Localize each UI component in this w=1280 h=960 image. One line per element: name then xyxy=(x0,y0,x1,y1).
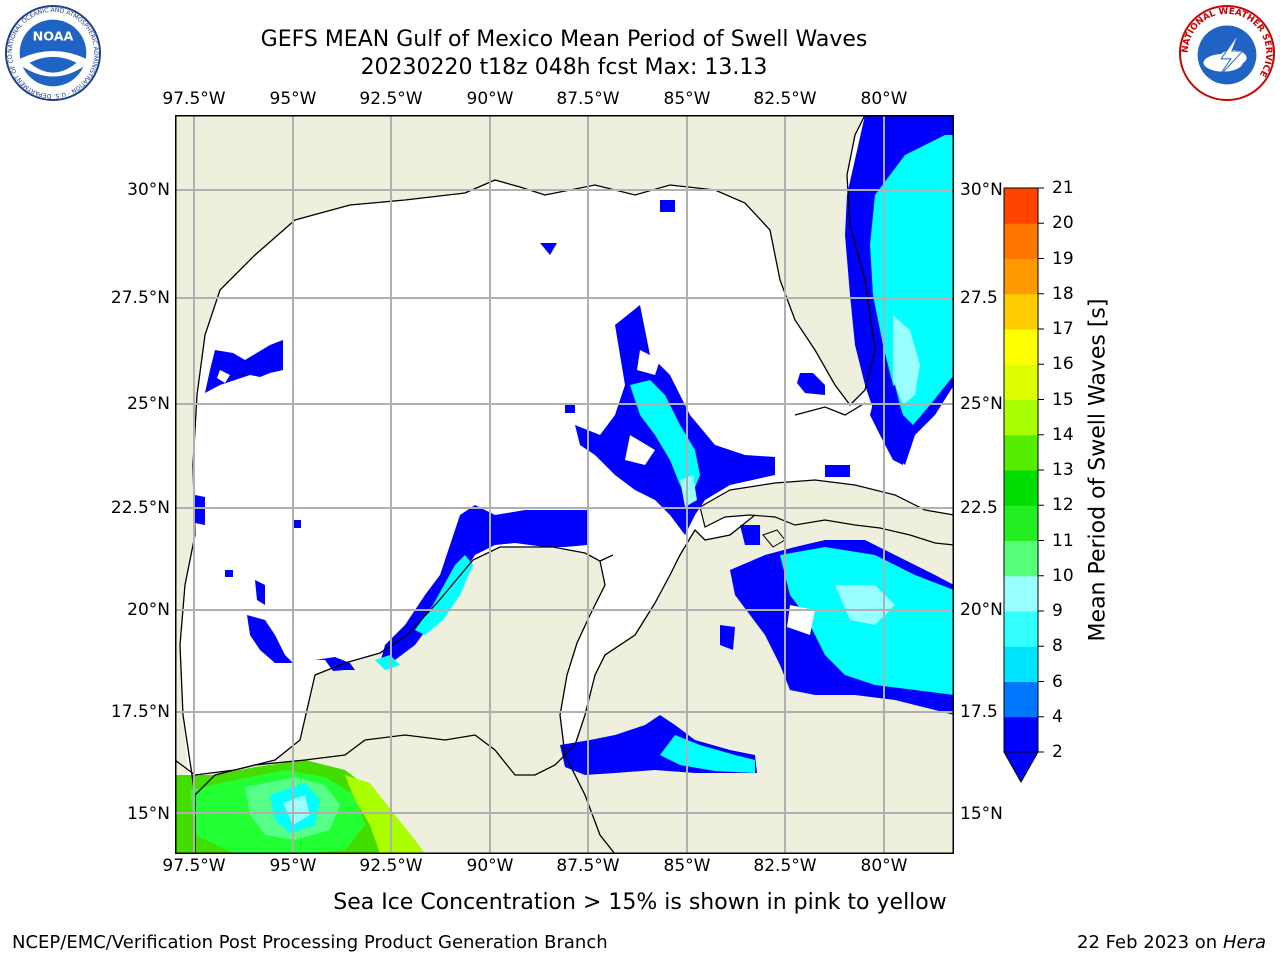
swell-contours xyxy=(175,115,954,854)
colorbar xyxy=(1003,187,1044,784)
lon-label-top: 95°W xyxy=(269,89,317,109)
colorbar-band xyxy=(1004,470,1038,506)
colorbar-tick-label: 17 xyxy=(1052,319,1074,339)
lat-label-right: 22.5 xyxy=(960,498,998,518)
colorbar-tick-label: 15 xyxy=(1052,389,1074,410)
lon-label-bottom: 92.5°W xyxy=(359,856,423,876)
colorbar-tick-label: 18 xyxy=(1052,283,1074,304)
lon-label-top: 97.5°W xyxy=(162,89,226,109)
swell-period-map xyxy=(175,115,954,854)
colorbar-band xyxy=(1004,505,1038,541)
lon-label-bottom: 85°W xyxy=(663,856,711,876)
lon-label-top: 90°W xyxy=(466,89,514,109)
colorbar-label: Mean Period of Swell Waves [s] xyxy=(1085,298,1111,642)
footer-host: Hera xyxy=(1222,932,1266,953)
lon-label-top: 80°W xyxy=(860,89,908,109)
colorbar-band xyxy=(1004,293,1038,330)
map-title: GEFS MEAN Gulf of Mexico Mean Period of … xyxy=(260,27,868,52)
colorbar-band xyxy=(1004,329,1038,365)
footer-credit: NCEP/EMC/Verification Post Processing Pr… xyxy=(12,932,608,953)
colorbar-tick-label: 19 xyxy=(1052,248,1074,269)
footer-date-text: 22 Feb 2023 on xyxy=(1077,932,1218,953)
lon-label-top: 85°W xyxy=(663,89,711,109)
colorbar-tick-label: 9 xyxy=(1052,601,1063,621)
colorbar-band xyxy=(1004,188,1038,224)
colorbar-tick-label: 2 xyxy=(1052,742,1063,762)
lon-label-top: 92.5°W xyxy=(359,89,423,109)
lon-label-bottom: 82.5°W xyxy=(753,856,817,876)
colorbar-band xyxy=(1004,681,1038,718)
lat-label-right: 27.5 xyxy=(960,288,998,308)
colorbar-tick-label: 6 xyxy=(1052,671,1063,692)
colorbar-extend-arrow xyxy=(1003,751,1039,784)
lat-label-left: 22.5°N xyxy=(110,498,170,518)
lat-label-right: 15°N xyxy=(960,804,1003,824)
colorbar-tick-label: 4 xyxy=(1052,706,1063,727)
colorbar-band xyxy=(1004,646,1038,682)
lat-label-left: 30°N xyxy=(127,180,170,200)
colorbar-band xyxy=(1004,540,1038,577)
lon-label-top: 82.5°W xyxy=(753,89,817,109)
coastlines xyxy=(175,115,876,854)
lat-label-right: 17.5 xyxy=(960,702,998,722)
lon-label-top: 87.5°W xyxy=(556,89,620,109)
lat-label-left: 15°N xyxy=(127,804,170,824)
colorbar-band xyxy=(1004,716,1038,753)
lat-label-left: 20°N xyxy=(127,600,170,620)
sea-ice-note: Sea Ice Concentration > 15% is shown in … xyxy=(333,890,947,915)
lon-label-bottom: 97.5°W xyxy=(162,856,226,876)
colorbar-tick-label: 16 xyxy=(1052,354,1074,375)
map-subtitle: 20230220 t18z 048h fcst Max: 13.13 xyxy=(360,55,768,80)
lon-label-bottom: 95°W xyxy=(269,856,317,876)
colorbar-band xyxy=(1004,364,1038,400)
lat-label-left: 27.5°N xyxy=(110,288,170,308)
colorbar-tick-label: 14 xyxy=(1052,424,1074,445)
colorbar-tick-label: 8 xyxy=(1052,636,1063,657)
colorbar-tick-label: 13 xyxy=(1052,460,1074,480)
colorbar-band xyxy=(1004,611,1038,647)
footer-date: 22 Feb 2023 on Hera xyxy=(1077,932,1266,953)
colorbar-band xyxy=(1004,258,1038,295)
colorbar-tick-label: 20 xyxy=(1052,213,1074,234)
lon-label-bottom: 90°W xyxy=(466,856,514,876)
colorbar-tick-label: 12 xyxy=(1052,495,1074,516)
lon-label-bottom: 80°W xyxy=(860,856,908,876)
noaa-logo: NATIONAL OCEANIC AND ATMOSPHERIC ADMINIS… xyxy=(4,4,102,102)
nws-logo: NATIONAL WEATHER SERVICE xyxy=(1178,4,1276,102)
lat-label-right: 30°N xyxy=(960,180,1003,200)
noaa-logo-text: NOAA xyxy=(33,29,74,44)
gridlines xyxy=(175,115,954,854)
colorbar-band xyxy=(1004,575,1038,612)
lat-label-left: 25°N xyxy=(127,394,170,414)
colorbar-tick-label: 10 xyxy=(1052,565,1074,586)
lat-label-right: 25°N xyxy=(960,394,1003,414)
colorbar-band xyxy=(1004,434,1038,471)
colorbar-band xyxy=(1004,223,1038,259)
colorbar-band xyxy=(1004,399,1038,436)
lat-label-right: 20°N xyxy=(960,600,1003,620)
lat-label-left: 17.5°N xyxy=(110,702,170,722)
colorbar-tick-label: 11 xyxy=(1052,530,1074,551)
colorbar-tick-label: 21 xyxy=(1052,178,1074,198)
lon-label-bottom: 87.5°W xyxy=(556,856,620,876)
